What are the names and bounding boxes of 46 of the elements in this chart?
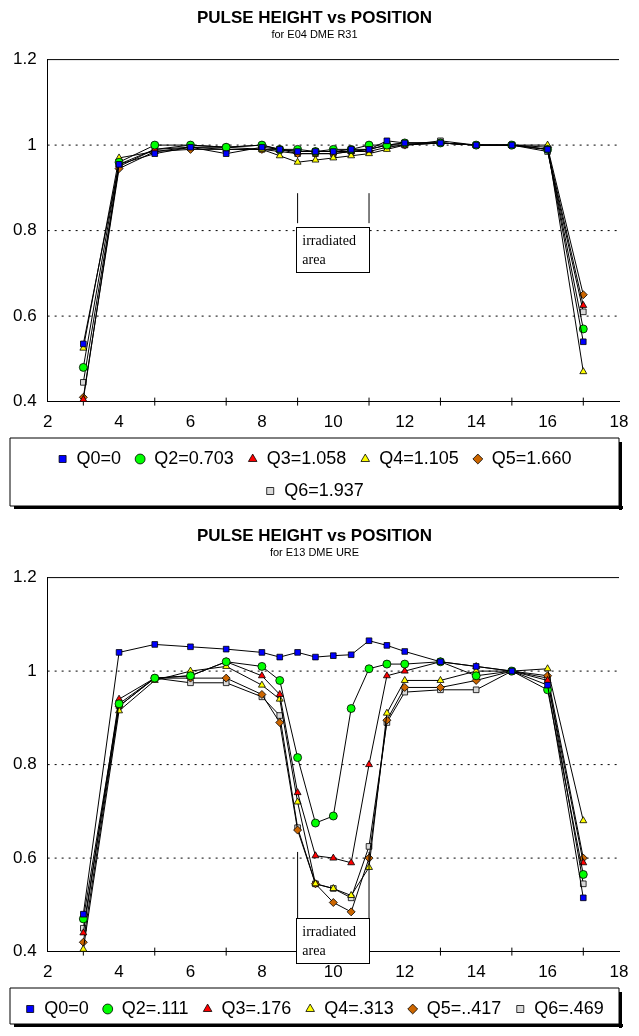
legend-label: Q5=..417 [426, 997, 502, 1018]
annotation: irradiated area [296, 917, 371, 964]
legend-label: Q3=1.058 [266, 447, 347, 468]
x-tick-label: 18 [609, 962, 629, 982]
x-tick-label: 2 [42, 412, 53, 432]
y-tick-label: 1.2 [12, 49, 37, 69]
annotation: irradiated area [296, 227, 371, 274]
y-tick-label: 1 [27, 134, 37, 154]
legend-label: Q2=.111 [121, 997, 189, 1018]
y-tick-label: 0.6 [12, 305, 37, 325]
x-tick-label: 14 [466, 962, 486, 982]
legend-label: Q6=1.937 [284, 479, 364, 500]
chart-title: PULSE HEIGHT vs POSITION [196, 525, 433, 545]
x-tick-label: 6 [185, 962, 196, 982]
x-tick-label: 18 [609, 412, 629, 432]
x-tick-label: 16 [538, 962, 558, 982]
legend-label: Q4=1.105 [379, 447, 459, 468]
x-tick-label: 16 [538, 412, 558, 432]
x-tick-label: 14 [466, 412, 486, 432]
legend-label: Q0=0 [44, 997, 89, 1018]
y-tick-label: 0.4 [12, 391, 37, 411]
x-tick-label: 12 [395, 962, 415, 982]
chart-subtitle: for E13 DME URE [269, 546, 360, 559]
legend-label: Q0=0 [76, 447, 122, 468]
x-tick-label: 8 [257, 962, 267, 982]
y-tick-label: 0.6 [12, 847, 37, 867]
y-tick-label: 1 [27, 660, 37, 680]
legend-label: Q4=.313 [324, 997, 394, 1018]
chart-subtitle: for E04 DME R31 [271, 28, 358, 41]
x-tick-label: 12 [395, 412, 415, 432]
legend-label: Q3=.176 [221, 997, 292, 1018]
legend-label: Q6=.469 [534, 997, 604, 1018]
x-tick-label: 4 [114, 962, 124, 982]
x-tick-label: 6 [185, 412, 196, 432]
y-tick-label: 0.8 [12, 220, 37, 240]
chart-title: PULSE HEIGHT vs POSITION [196, 7, 433, 27]
y-tick-label: 1.2 [12, 567, 37, 587]
x-tick-label: 8 [257, 412, 267, 432]
legend-label: Q2=0.703 [154, 447, 234, 468]
x-tick-label: 10 [323, 412, 343, 432]
legend-label: Q5=1.660 [491, 447, 572, 468]
y-tick-label: 0.4 [12, 941, 37, 961]
x-tick-label: 2 [42, 962, 53, 982]
x-tick-label: 10 [323, 962, 343, 982]
x-tick-label: 4 [114, 412, 124, 432]
y-tick-label: 0.8 [12, 754, 37, 774]
